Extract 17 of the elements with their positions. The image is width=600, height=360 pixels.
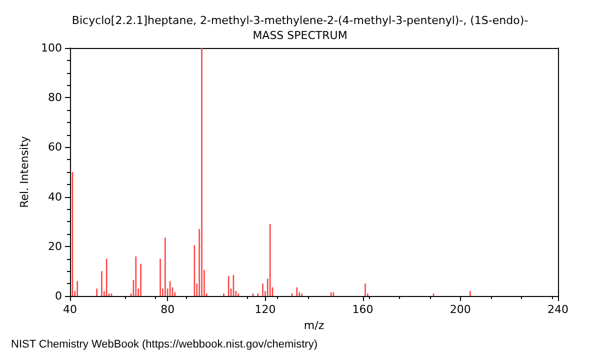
text: NIST Chemistry WebBook (https://webbook.nist.gov/chemistry) [11, 338, 318, 350]
chart-subtitle: MASS SPECTRUM [252, 29, 348, 42]
y-tick-label: 40 [48, 190, 62, 204]
y-tick-label: 80 [48, 91, 62, 104]
x-tick-label: 200 [450, 303, 471, 316]
x-tick-label: 40 [63, 303, 77, 316]
chart-title: Bicyclo[2.2.1]heptane, 2-methyl-3-methylene-2-(4-methyl-3-pentenyl)-, (1S-endo)- [72, 14, 528, 27]
x-axis-title: m/z [304, 318, 324, 332]
x-tick-label: 80 [160, 303, 175, 316]
x-tick-label: 160 [352, 303, 374, 316]
x-tick-label: 120 [254, 303, 276, 316]
x-tick-label: 240 [548, 303, 568, 316]
y-tick-label: 60 [48, 140, 62, 154]
y-tick-label: 0 [55, 290, 62, 302]
y-axis-title: Rel. Intensity [18, 136, 32, 208]
y-tick-label: 100 [41, 42, 62, 54]
y-tick-label: 20 [48, 240, 62, 253]
